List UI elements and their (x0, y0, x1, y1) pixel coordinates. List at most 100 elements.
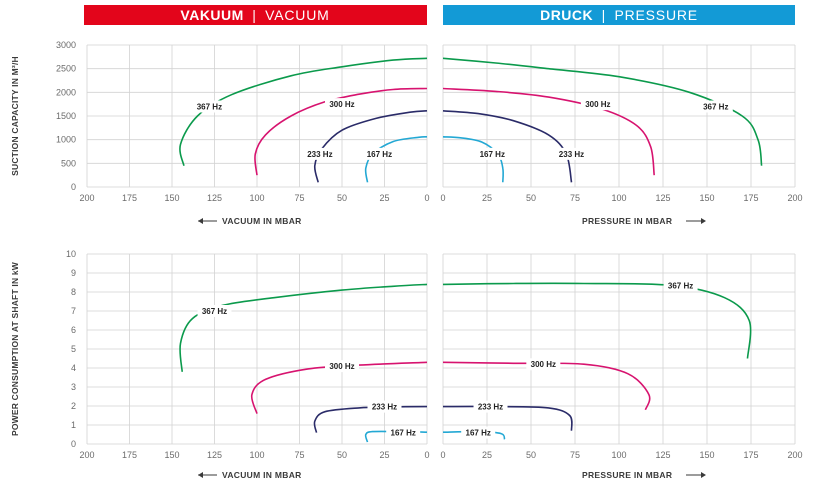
curve-label-bg (325, 98, 359, 111)
x-axis-label-pressure: PRESSURE IN MBAR (582, 216, 672, 226)
header-vacuum-bg (84, 5, 427, 25)
curve-label-bg (302, 147, 337, 160)
x-tick-label-vacuum: 150 (164, 193, 179, 203)
y-tick-label: 10 (66, 249, 76, 259)
y-tick-label: 6 (71, 325, 76, 335)
curve-label: 300 Hz (325, 98, 359, 111)
curve-label-bg (580, 98, 615, 111)
curve-label: 300 Hz (580, 98, 615, 111)
arrow-left-icon (198, 472, 203, 478)
curve-label-text: 367 Hz (668, 281, 693, 290)
curve-label: 367 Hz (197, 305, 232, 317)
x-tick-label-vacuum: 100 (249, 450, 264, 460)
curve-label-bg (325, 360, 359, 373)
y-tick-label: 1500 (56, 111, 76, 121)
x-tick-label-vacuum: 0 (424, 193, 429, 203)
y-axis-label: SUCTION CAPACITY IN M³/H (10, 56, 20, 176)
curve-label-text: 167 Hz (367, 150, 392, 159)
curve-label: 233 Hz (473, 400, 508, 413)
curve-label-text: 300 Hz (329, 100, 354, 109)
curve-label: 233 Hz (367, 400, 402, 413)
y-tick-label: 8 (71, 287, 76, 297)
curve-label-text: 233 Hz (372, 403, 397, 412)
x-tick-label-pressure: 25 (482, 193, 492, 203)
curve-label: 300 Hz (325, 360, 359, 373)
curve-label-text: 300 Hz (531, 360, 556, 369)
curve-label-bg (473, 400, 508, 413)
arrow-right-icon (701, 218, 706, 224)
curve-label: 167 Hz (362, 147, 397, 160)
header-pressure-title: DRUCK | PRESSURE (540, 7, 698, 24)
x-tick-label-vacuum: 75 (294, 193, 304, 203)
x-tick-label-pressure: 200 (787, 193, 802, 203)
curve-label: 233 Hz (302, 147, 337, 160)
x-tick-label-pressure: 175 (743, 450, 758, 460)
x-tick-label-pressure: 100 (611, 450, 626, 460)
curve-label-bg (367, 400, 402, 413)
curve-label-bg (197, 305, 232, 317)
curve-label: 233 Hz (554, 147, 589, 160)
y-tick-label: 500 (61, 158, 76, 168)
y-tick-label: 9 (71, 268, 76, 278)
x-tick-label-pressure: 25 (482, 450, 492, 460)
curve-label-bg (554, 147, 589, 160)
x-tick-label-vacuum: 200 (79, 450, 94, 460)
y-axis-label: POWER CONSUMPTION AT SHAFT IN kW (10, 261, 20, 436)
x-tick-label-vacuum: 150 (164, 450, 179, 460)
x-tick-label-pressure: 75 (570, 450, 580, 460)
curve-label: 167 Hz (386, 426, 421, 439)
x-tick-label-pressure: 175 (743, 193, 758, 203)
x-tick-label-vacuum: 125 (207, 193, 222, 203)
curve-label-bg (663, 279, 698, 292)
curve-label-bg (386, 426, 421, 439)
series-167hz-pressure-line (442, 136, 504, 183)
x-tick-label-vacuum: 100 (249, 193, 264, 203)
x-tick-label-pressure: 200 (787, 450, 802, 460)
x-tick-label-vacuum: 125 (207, 450, 222, 460)
y-tick-label: 1000 (56, 135, 76, 145)
arrow-left-icon (198, 218, 203, 224)
curve-label-bg (461, 426, 496, 439)
y-tick-label: 7 (71, 306, 76, 316)
curve-label-text: 167 Hz (480, 150, 505, 159)
y-tick-label: 3000 (56, 40, 76, 50)
curve-label-text: 300 Hz (585, 100, 610, 109)
x-tick-label-pressure: 50 (526, 450, 536, 460)
x-tick-label-pressure: 150 (699, 193, 714, 203)
curve-label-bg (698, 100, 733, 113)
x-tick-label-vacuum: 175 (122, 450, 137, 460)
y-tick-label: 2500 (56, 64, 76, 74)
curve-label-text: 233 Hz (478, 403, 503, 412)
curve-label-bg (362, 147, 397, 160)
curve-label-text: 300 Hz (329, 362, 354, 371)
x-tick-label-vacuum: 50 (337, 193, 347, 203)
x-axis-label-vacuum: VACUUM IN MBAR (222, 470, 302, 480)
curve-label: 367 Hz (698, 100, 733, 113)
y-tick-label: 3 (71, 382, 76, 392)
x-tick-label-vacuum: 25 (379, 193, 389, 203)
x-tick-label-vacuum: 200 (79, 193, 94, 203)
curve-label: 300 Hz (526, 358, 561, 371)
curve-label-text: 367 Hz (197, 103, 222, 112)
series-300hz-pressure-line (442, 361, 651, 411)
y-tick-label: 0 (71, 182, 76, 192)
header-vacuum: VAKUUM | VACUUM (84, 5, 427, 25)
series-367hz-pressure-line (442, 282, 752, 359)
series-367hz-vacuum-line (179, 283, 428, 372)
header-pressure-bg (443, 5, 795, 25)
curve-label: 167 Hz (461, 426, 496, 439)
y-tick-label: 2 (71, 401, 76, 411)
x-tick-label-pressure: 100 (611, 193, 626, 203)
y-tick-label: 4 (71, 363, 76, 373)
arrow-right-icon (701, 472, 706, 478)
curve-label: 367 Hz (192, 100, 227, 113)
curve-label-bg (526, 358, 561, 371)
x-tick-label-vacuum: 25 (379, 450, 389, 460)
curve-label: 167 Hz (475, 147, 510, 160)
series-367hz-pressure-line (442, 57, 763, 166)
header-vacuum-title: VAKUUM | VACUUM (180, 7, 329, 24)
chart-power: 0 1 2 3 4 5 6 7 8 9 10 200 175 150 125 100 75 50 25 0 0 25 50 7… (10, 249, 803, 480)
